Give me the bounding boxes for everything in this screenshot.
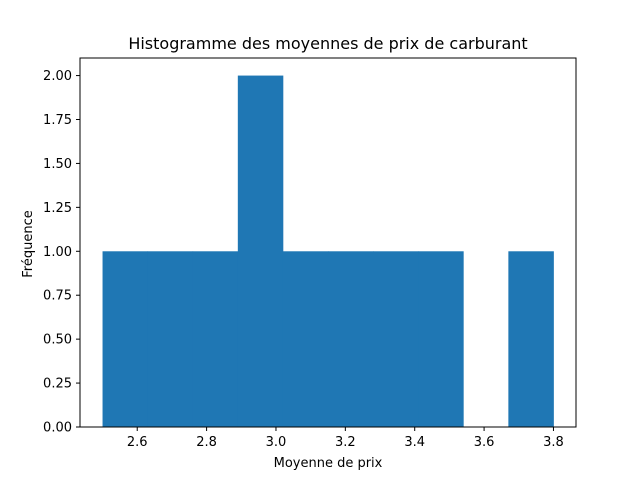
y-tick-label: 0.25 — [43, 377, 72, 392]
histogram-bar-1 — [102, 251, 149, 427]
x-tick-label: 2.6 — [127, 435, 148, 450]
x-tick-label: 2.8 — [196, 435, 217, 450]
x-tick-label: 3.0 — [266, 435, 287, 450]
chart-title: Histogramme des moyennes de prix de carb… — [128, 34, 527, 53]
plot-frame — [79, 57, 577, 428]
y-tick-label: 1.25 — [43, 201, 72, 216]
histogram-bar-2 — [147, 251, 194, 427]
histogram-bar-4 — [237, 75, 284, 428]
histogram-bar-3 — [192, 251, 239, 427]
y-tick-label: 2.00 — [43, 69, 72, 84]
y-tick-label: 0.00 — [43, 421, 72, 436]
y-tick-label: 1.75 — [43, 113, 72, 128]
y-axis-title: Fréquence — [21, 210, 36, 277]
y-tick-label: 1.00 — [43, 245, 72, 260]
bars-layer — [102, 75, 554, 428]
histogram-bar-8 — [418, 251, 464, 427]
y-tick-label: 1.50 — [43, 157, 72, 172]
x-tick-label: 3.6 — [474, 435, 495, 450]
y-tick-label: 0.50 — [43, 333, 72, 348]
x-tick-label: 3.8 — [543, 435, 564, 450]
x-tick-label: 3.2 — [335, 435, 356, 450]
y-tick-label: 0.75 — [43, 289, 72, 304]
histogram-bar-5 — [282, 251, 329, 427]
histogram-bar-6 — [328, 251, 374, 427]
x-axis-title: Moyenne de prix — [274, 456, 383, 471]
histogram-bar-7 — [373, 251, 419, 427]
axes-layer: 2.6 2.8 3.0 3.2 3.4 3.6 3.8 0.00 0.25 0.50 0.75 1.0… — [43, 57, 577, 450]
histogram-bar-10 — [508, 251, 554, 427]
x-tick-label: 3.4 — [404, 435, 425, 450]
